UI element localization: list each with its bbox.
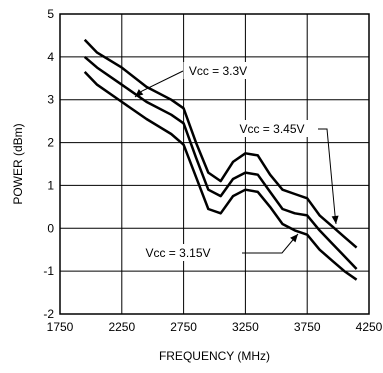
annotation-leader <box>318 128 337 225</box>
annotation-arrowhead <box>135 89 144 97</box>
annotation-label-bg <box>183 62 253 79</box>
series-line-3 <box>83 71 358 281</box>
x-tick-label: 3750 <box>294 320 321 334</box>
x-tick-label: 2750 <box>170 320 197 334</box>
y-tick-label: 3 <box>47 93 54 107</box>
x-axis-title: FREQUENCY (MHz) <box>159 349 270 363</box>
x-tick-label: 2250 <box>108 320 135 334</box>
annotation-label: Vcc = 3.15V <box>145 246 210 260</box>
x-tick-label: 1750 <box>47 320 74 334</box>
y-tick-label: -2 <box>43 307 54 321</box>
annotation-label-bg <box>140 244 216 261</box>
y-tick-label: -1 <box>43 264 54 278</box>
tick-labels: 1750 2250 2750 3250 3750 4250 -2 -1 0 1 2 3 4 5 <box>43 7 382 334</box>
annotation-leader <box>242 233 299 254</box>
y-tick-label: 4 <box>47 50 54 64</box>
plot-frame <box>59 13 370 315</box>
y-tick-label: 5 <box>47 7 54 21</box>
series-line-1 <box>83 38 358 249</box>
y-axis-title: POWER (dBm) <box>11 123 25 204</box>
annotation-arrowhead <box>290 234 298 243</box>
x-tick-label: 3250 <box>232 320 259 334</box>
annotation-label: Vcc = 3.45V <box>239 122 304 136</box>
x-tick-label: 4250 <box>356 320 383 334</box>
y-tick-label: 2 <box>47 136 54 150</box>
annotation-label-bg <box>234 120 310 137</box>
y-tick-label: 0 <box>47 221 54 235</box>
annotations: Vcc = 3.3V Vcc = 3.45V Vcc = 3.15V <box>134 62 339 261</box>
series-line-2 <box>83 55 358 270</box>
series-lines <box>83 38 358 281</box>
annotation-arrowhead <box>331 215 339 224</box>
y-tick-label: 1 <box>47 178 54 192</box>
annotation-label: Vcc = 3.3V <box>189 64 247 78</box>
